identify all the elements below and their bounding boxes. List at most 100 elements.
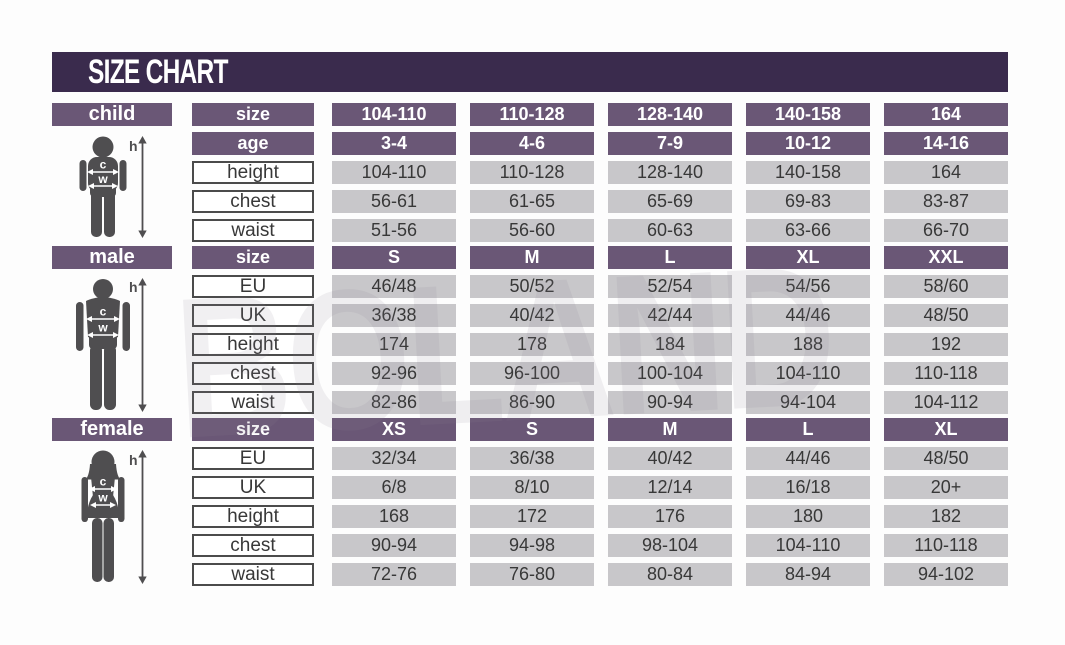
female-row-label-chest: chest	[192, 534, 314, 557]
female-height-cell: 176	[608, 505, 732, 528]
female-UK-cell: 6/8	[332, 476, 456, 499]
svg-text:c: c	[100, 475, 107, 489]
child-chest-cell: 83-87	[884, 190, 1008, 213]
child-chest-cell: 56-61	[332, 190, 456, 213]
male-waist-cell: 86-90	[470, 391, 594, 414]
female-height-cell: 180	[746, 505, 870, 528]
female-waist-cell: 76-80	[470, 563, 594, 586]
male-height-cell: 192	[884, 333, 1008, 356]
child-size-cell: 104-110	[332, 103, 456, 126]
male-waist-cell: 90-94	[608, 391, 732, 414]
female-UK-cell: 8/10	[470, 476, 594, 499]
child-size-cell: 110-128	[470, 103, 594, 126]
male-EU-cell: 46/48	[332, 275, 456, 298]
female-size-cell: XS	[332, 418, 456, 441]
male-row-label-waist: waist	[192, 391, 314, 414]
male-chest-cell: 100-104	[608, 362, 732, 385]
child-waist-cell: 51-56	[332, 219, 456, 242]
male-row-label-UK: UK	[192, 304, 314, 327]
male-chest-cell: 92-96	[332, 362, 456, 385]
male-EU-cell: 58/60	[884, 275, 1008, 298]
male-row-label-height: height	[192, 333, 314, 356]
female-chest-cell: 90-94	[332, 534, 456, 557]
female-chest-cell: 98-104	[608, 534, 732, 557]
child-waist-cell: 63-66	[746, 219, 870, 242]
female-size-cell: S	[470, 418, 594, 441]
svg-text:h: h	[129, 452, 138, 468]
male-row-label-EU: EU	[192, 275, 314, 298]
svg-text:c: c	[100, 305, 107, 319]
male-size-cell: S	[332, 246, 456, 269]
section-header-child: child	[52, 103, 172, 126]
svg-text:w: w	[97, 491, 108, 505]
female-EU-cell: 36/38	[470, 447, 594, 470]
female-EU-cell: 48/50	[884, 447, 1008, 470]
child-age-cell: 7-9	[608, 132, 732, 155]
section-header-female: female	[52, 418, 172, 441]
male-EU-cell: 54/56	[746, 275, 870, 298]
female-row-label-height: height	[192, 505, 314, 528]
female-size-cell: XL	[884, 418, 1008, 441]
child-age-cell: 4-6	[470, 132, 594, 155]
child-chest-cell: 65-69	[608, 190, 732, 213]
child-row-label-age: age	[192, 132, 314, 155]
female-row-label-size: size	[192, 418, 314, 441]
female-size-cell: M	[608, 418, 732, 441]
male-UK-cell: 40/42	[470, 304, 594, 327]
child-height-cell: 164	[884, 161, 1008, 184]
female-UK-cell: 20+	[884, 476, 1008, 499]
child-row-label-height: height	[192, 161, 314, 184]
child-silhouette-icon: h c w	[79, 136, 147, 238]
female-UK-cell: 16/18	[746, 476, 870, 499]
male-waist-cell: 104-112	[884, 391, 1008, 414]
male-UK-cell: 48/50	[884, 304, 1008, 327]
female-EU-cell: 40/42	[608, 447, 732, 470]
female-chest-cell: 110-118	[884, 534, 1008, 557]
svg-text:c: c	[100, 158, 107, 172]
male-EU-cell: 50/52	[470, 275, 594, 298]
female-waist-cell: 72-76	[332, 563, 456, 586]
child-size-cell: 164	[884, 103, 1008, 126]
male-height-cell: 178	[470, 333, 594, 356]
child-waist-cell: 56-60	[470, 219, 594, 242]
svg-text:h: h	[129, 279, 138, 295]
svg-text:w: w	[97, 172, 108, 186]
child-waist-cell: 60-63	[608, 219, 732, 242]
female-waist-cell: 80-84	[608, 563, 732, 586]
male-height-cell: 174	[332, 333, 456, 356]
child-height-cell: 140-158	[746, 161, 870, 184]
female-waist-cell: 84-94	[746, 563, 870, 586]
female-waist-cell: 94-102	[884, 563, 1008, 586]
male-chest-cell: 110-118	[884, 362, 1008, 385]
child-age-cell: 14-16	[884, 132, 1008, 155]
section-female: female h c w size XS S M L XL EU 32/34 36/38 40/4…	[52, 418, 1008, 586]
male-row-label-chest: chest	[192, 362, 314, 385]
child-height-cell: 110-128	[470, 161, 594, 184]
female-chest-cell: 94-98	[470, 534, 594, 557]
child-waist-cell: 66-70	[884, 219, 1008, 242]
female-row-label-EU: EU	[192, 447, 314, 470]
section-header-male: male	[52, 246, 172, 269]
male-size-cell: L	[608, 246, 732, 269]
female-chest-cell: 104-110	[746, 534, 870, 557]
child-row-label-size: size	[192, 103, 314, 126]
male-EU-cell: 52/54	[608, 275, 732, 298]
female-height-cell: 168	[332, 505, 456, 528]
child-figure: h c w	[52, 132, 172, 242]
svg-text:h: h	[129, 138, 138, 154]
female-size-cell: L	[746, 418, 870, 441]
size-chart-table: child h c w size 104-110 110-128 128-140 140…	[52, 103, 1008, 590]
section-child: child h c w size 104-110 110-128 128-140 140…	[52, 103, 1008, 242]
child-height-cell: 128-140	[608, 161, 732, 184]
male-size-cell: XXL	[884, 246, 1008, 269]
child-row-label-chest: chest	[192, 190, 314, 213]
male-chest-cell: 104-110	[746, 362, 870, 385]
male-UK-cell: 36/38	[332, 304, 456, 327]
female-figure: h c w	[52, 447, 172, 586]
female-row-label-waist: waist	[192, 563, 314, 586]
svg-text:w: w	[97, 321, 108, 335]
female-height-cell: 182	[884, 505, 1008, 528]
male-height-cell: 184	[608, 333, 732, 356]
female-UK-cell: 12/14	[608, 476, 732, 499]
child-age-cell: 3-4	[332, 132, 456, 155]
